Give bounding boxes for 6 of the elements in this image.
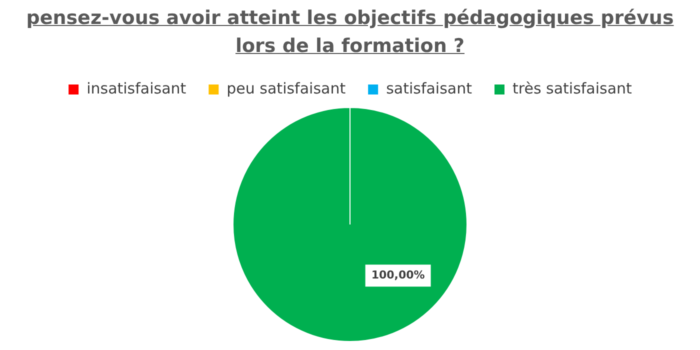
legend-label: très satisfaisant — [512, 79, 632, 98]
legend-label: insatisfaisant — [86, 79, 186, 98]
legend-label: satisfaisant — [386, 79, 472, 98]
legend-label: peu satisfaisant — [226, 79, 346, 98]
data-label: 100,00% — [371, 268, 425, 282]
chart-title: pensez-vous avoir atteint les objectifs pédagogiques prévus lors de la formation ? — [25, 6, 675, 59]
